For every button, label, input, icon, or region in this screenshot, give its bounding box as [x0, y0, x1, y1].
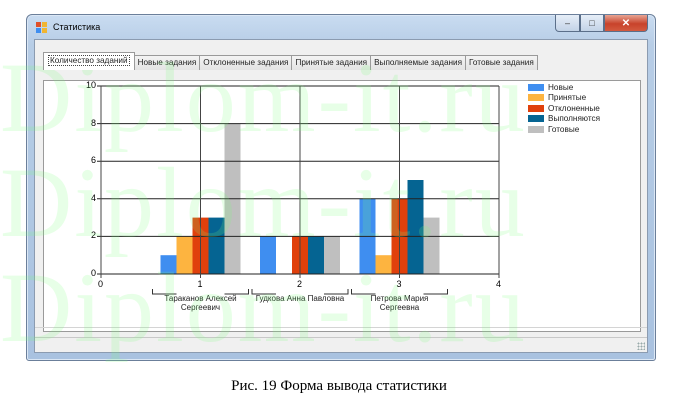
title-bar[interactable]: Статистика – □ ✕	[27, 15, 655, 41]
tab-done-tasks[interactable]: Готовые задания	[465, 55, 538, 70]
legend-label: Новые	[548, 82, 574, 92]
y-tick-label: 0	[91, 268, 97, 278]
legend-item: Выполняются	[528, 114, 600, 125]
legend-item: Принятые	[528, 93, 600, 104]
legend-swatch-icon	[528, 115, 544, 123]
status-bar	[35, 337, 647, 352]
bar	[423, 217, 440, 274]
statistics-window: Статистика – □ ✕ Количество заданий Новы…	[26, 14, 656, 361]
minimize-icon: –	[564, 18, 570, 28]
bar	[375, 255, 392, 274]
tab-strip: Количество заданий Новые задания Отклоне…	[43, 52, 538, 70]
window-title: Статистика	[53, 22, 101, 32]
resize-grip-icon[interactable]	[637, 342, 645, 350]
category-label: Петрова Мария Сергеевна	[370, 294, 429, 312]
legend-label: Принятые	[548, 93, 587, 103]
legend-item: Готовые	[528, 124, 600, 135]
bar	[176, 236, 193, 274]
close-button[interactable]: ✕	[604, 15, 648, 32]
x-tick-label: 1	[197, 279, 203, 289]
legend-label: Отклоненные	[548, 103, 600, 113]
y-tick-label: 4	[91, 192, 97, 203]
x-tick-label: 3	[396, 279, 402, 289]
legend-item: Новые	[528, 82, 600, 93]
legend-item: Отклоненные	[528, 103, 600, 114]
maximize-button[interactable]: □	[580, 15, 604, 32]
y-tick-label: 8	[91, 117, 97, 128]
category-bracket	[251, 289, 349, 295]
minimize-button[interactable]: –	[555, 15, 580, 32]
y-tick-label: 2	[91, 230, 97, 241]
tab-task-count[interactable]: Количество заданий	[43, 52, 135, 70]
y-tick-label: 10	[86, 80, 97, 90]
bar	[208, 217, 225, 274]
chart-legend: Новые Принятые Отклоненные Выполняются Готов…	[528, 82, 600, 135]
legend-swatch-icon	[528, 104, 544, 112]
figure-caption: Рис. 19 Форма вывода статистики	[231, 378, 447, 394]
bar	[260, 236, 276, 274]
legend-swatch-icon	[528, 83, 544, 91]
category-bracket	[351, 289, 448, 295]
bar	[308, 236, 324, 274]
app-icon	[36, 22, 48, 33]
x-tick-label: 0	[98, 279, 104, 289]
maximize-icon: □	[589, 18, 595, 28]
legend-label: Готовые	[548, 124, 580, 134]
separator	[35, 327, 647, 328]
category-label: Гудкова Анна Павловна	[255, 294, 345, 303]
legend-swatch-icon	[528, 125, 544, 133]
legend-label: Выполняются	[548, 114, 601, 124]
category-label: Тараканов Алексей Сергеевич	[164, 294, 237, 312]
bar	[324, 236, 340, 274]
close-icon: ✕	[621, 17, 631, 29]
bar	[160, 255, 177, 274]
category-bracket	[152, 289, 249, 295]
bar	[407, 180, 424, 274]
legend-swatch-icon	[528, 94, 544, 102]
y-tick-label: 6	[91, 155, 97, 166]
x-tick-label: 4	[496, 279, 502, 289]
x-tick-label: 2	[297, 279, 303, 289]
